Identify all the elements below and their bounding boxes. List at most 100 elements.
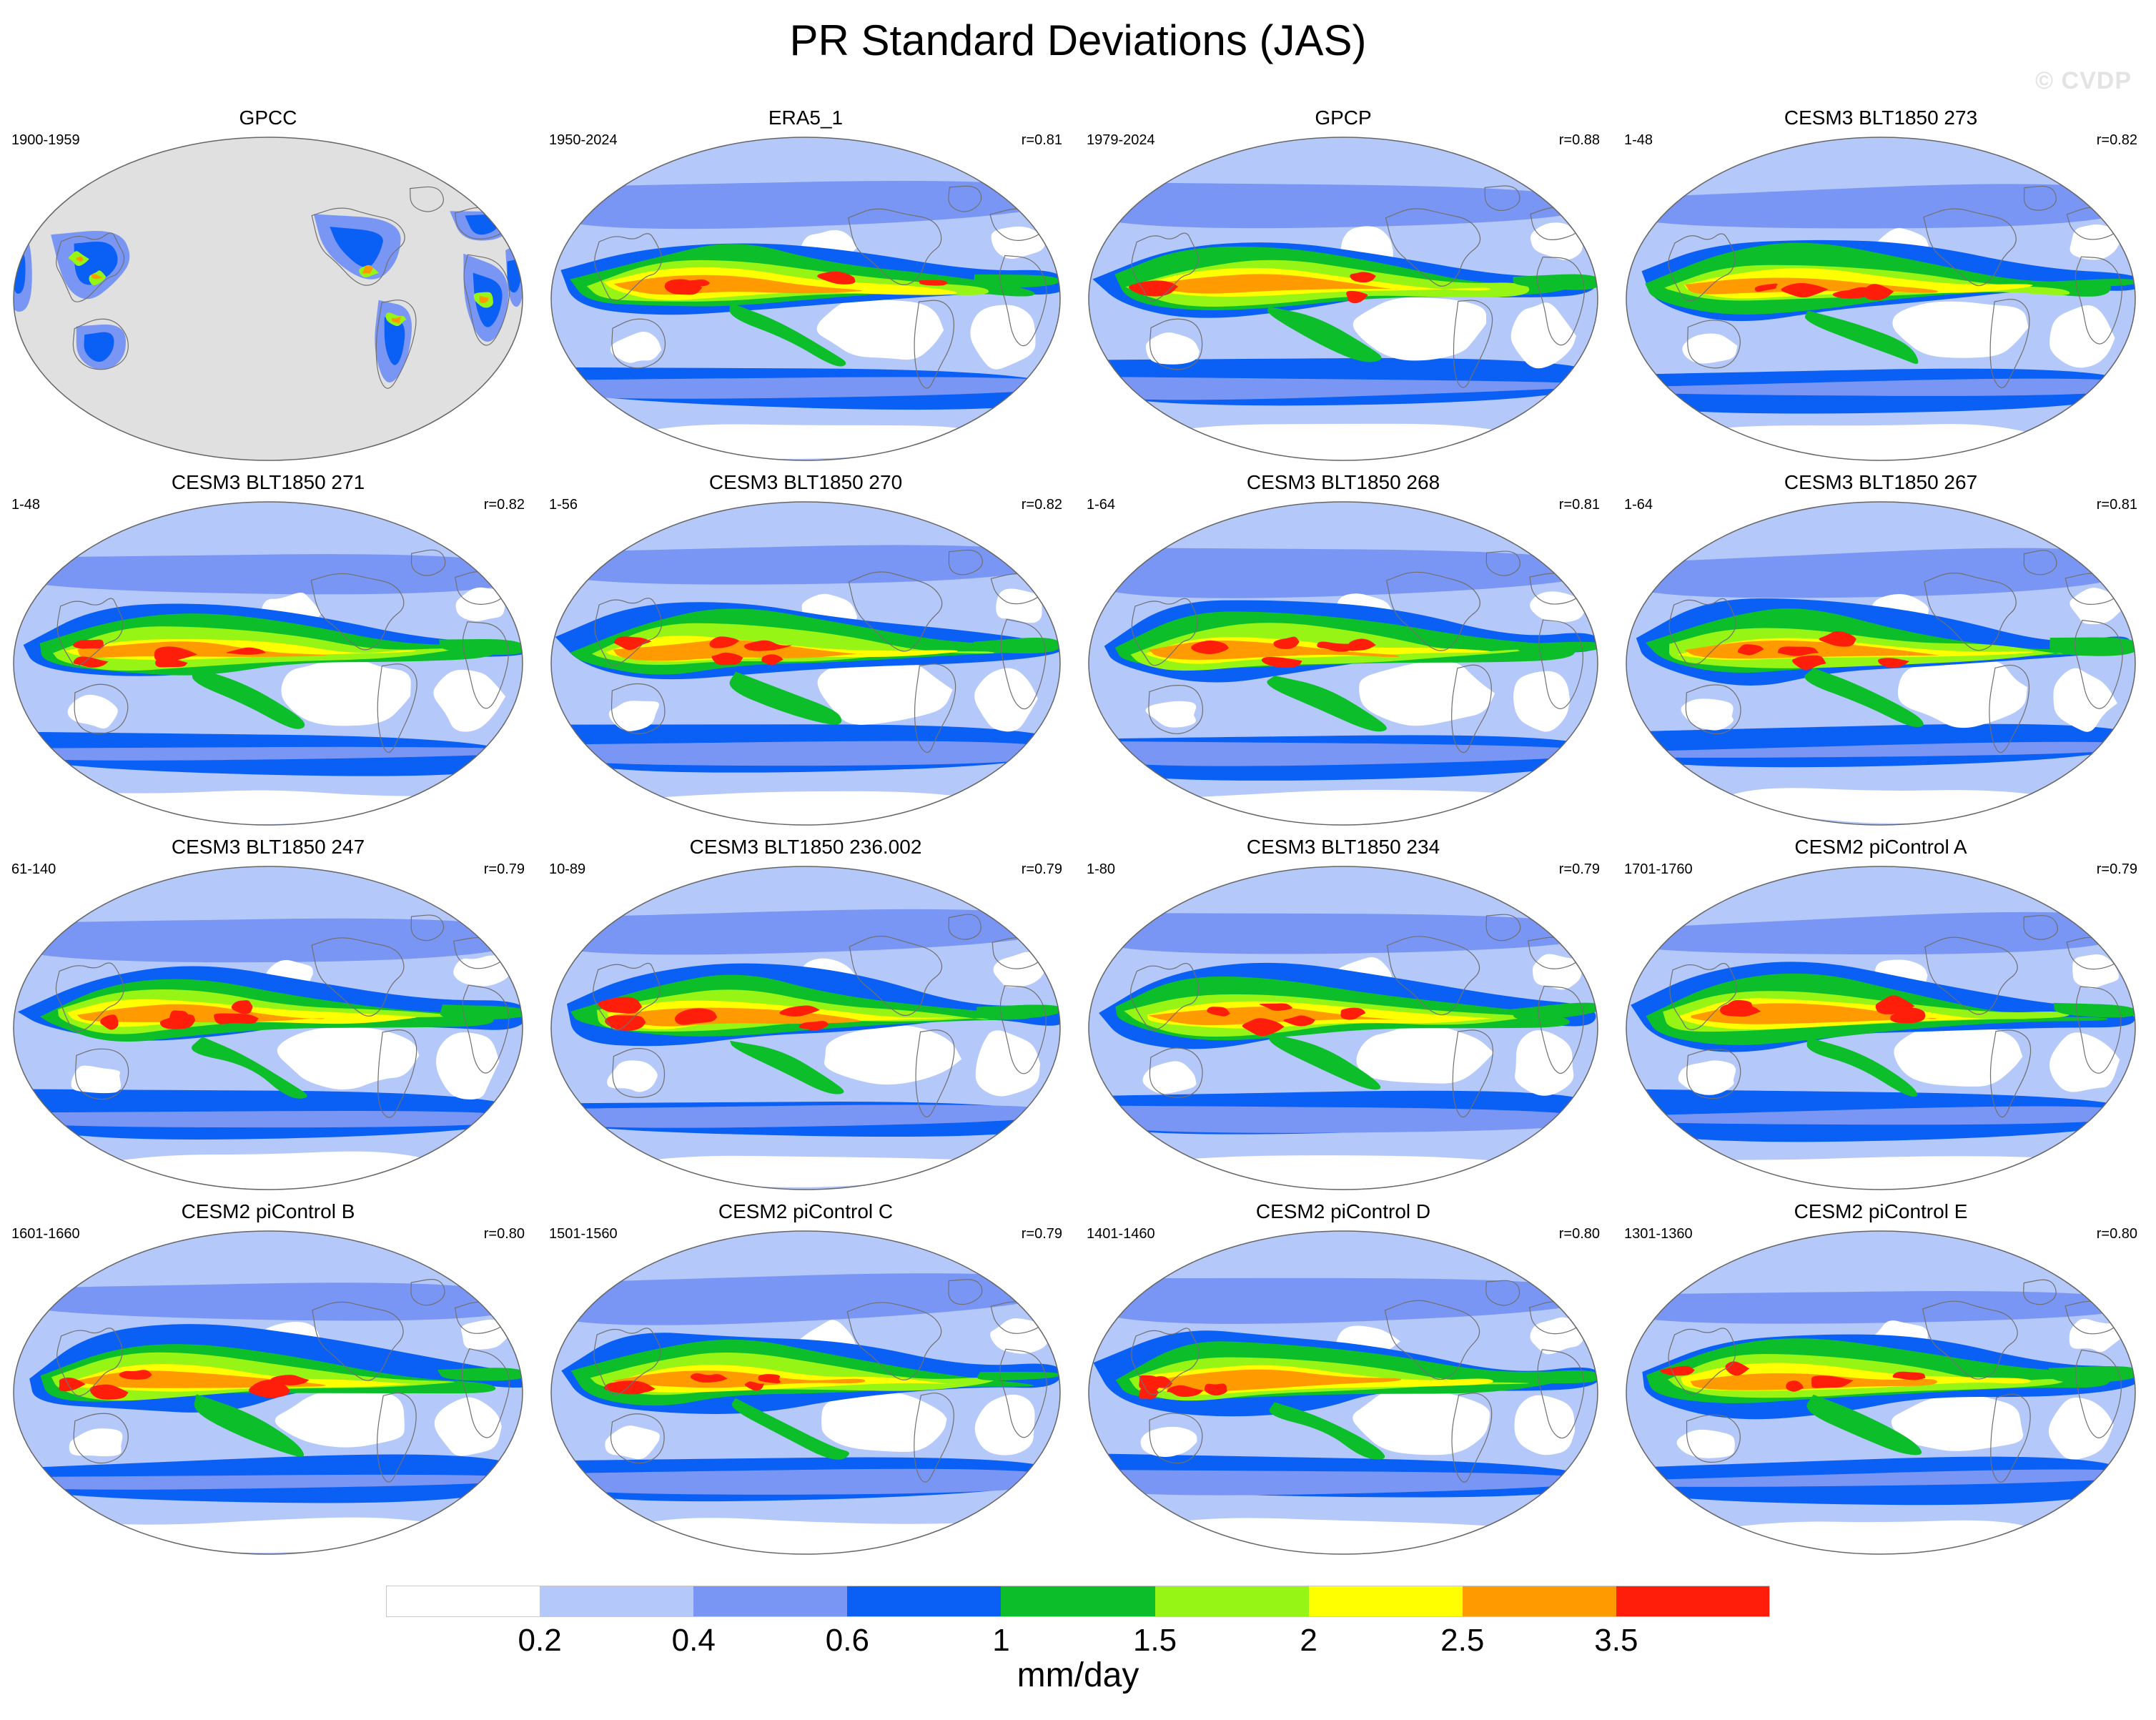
- coastline: [2023, 185, 2057, 211]
- dry-zone-australia: [71, 1065, 122, 1094]
- coastline: [410, 1279, 445, 1306]
- max-variance-hotspot: [919, 280, 948, 286]
- precip-hotspot-core: [391, 317, 401, 325]
- panel-years: 1-64: [1624, 497, 1653, 513]
- panel-title: CESM3 BLT1850 268: [1246, 471, 1440, 493]
- coastline: [410, 549, 446, 576]
- coastline: [611, 318, 666, 369]
- dry-zone-australia: [610, 331, 662, 363]
- map-panel: CESM3 BLT1850 271 1-48 r=0.82: [0, 470, 536, 835]
- dry-zone-se-pacific: [277, 1027, 420, 1090]
- max-variance-hotspot: [154, 646, 198, 662]
- coastline: [848, 208, 942, 285]
- coastline: [1000, 618, 1047, 710]
- dry-zone-australia: [1142, 1061, 1197, 1094]
- coastline: [948, 185, 982, 212]
- max-variance-hotspot: [1261, 656, 1302, 668]
- coastline: [1485, 1280, 1520, 1306]
- panel-pattern-correlation: r=0.79: [1021, 861, 1062, 877]
- panel-years: 10-89: [549, 861, 586, 877]
- colorbar-swatch: [1154, 1586, 1309, 1617]
- dry-zone-australia: [67, 694, 118, 729]
- coastline: [948, 549, 984, 575]
- coastline: [74, 683, 129, 734]
- spcz-band: [1267, 676, 1387, 732]
- max-variance-hotspot: [1346, 290, 1368, 304]
- max-variance-hotspot: [1737, 644, 1764, 656]
- map-panel: CESM2 piControl B 1601-1660 r=0.80: [0, 1200, 536, 1564]
- polar-dry-zone: [1688, 788, 2106, 824]
- coastline: [1453, 300, 1493, 388]
- coastline: [849, 935, 943, 1017]
- coastline: [410, 914, 445, 941]
- map-svg: [13, 501, 523, 826]
- map-svg: [1088, 501, 1598, 826]
- coastline: [1537, 1349, 1585, 1439]
- map-area: [1086, 1228, 1601, 1557]
- panel-title: CESM2 piControl A: [1794, 836, 1967, 858]
- max-variance-hotspot: [119, 1370, 152, 1380]
- atlantic-itcz: [2049, 637, 2135, 656]
- map-border: [1626, 866, 2136, 1190]
- coastline: [56, 598, 124, 667]
- dry-zone-se-pacific: [1356, 1022, 1494, 1084]
- map-border: [1626, 137, 2136, 461]
- spcz-band: [192, 1037, 307, 1099]
- max-variance-hotspot: [214, 1013, 259, 1024]
- colorbar-tick-label: 2.5: [1440, 1623, 1485, 1658]
- map-area: [1623, 499, 2138, 828]
- panel-years: 1601-1660: [11, 1226, 80, 1242]
- sh-storm-track-inner: [551, 741, 1060, 766]
- polar-dry-zone: [1124, 1155, 1563, 1190]
- dry-zone-south-atlantic: [434, 1397, 502, 1456]
- coastline: [1385, 208, 1481, 287]
- max-variance-hotspot: [1777, 646, 1819, 656]
- dry-zone-south-atlantic: [974, 1394, 1035, 1455]
- dry-zone-se-pacific: [816, 298, 944, 360]
- map-panel: CESM2 piControl D 1401-1460 r=0.80: [1075, 1200, 1611, 1564]
- max-variance-hotspot: [1259, 1003, 1293, 1011]
- map-border: [13, 137, 523, 461]
- max-variance-hotspot: [1863, 284, 1894, 300]
- map-area: [11, 499, 525, 828]
- coastline: [1923, 208, 2017, 287]
- map-svg: [13, 137, 523, 461]
- panel-pattern-correlation: r=0.81: [1558, 497, 1600, 513]
- max-variance-hotspot: [1273, 636, 1300, 649]
- map-area: [11, 864, 525, 1192]
- coastline: [1668, 1328, 1736, 1395]
- panel-pattern-correlation: r=0.79: [483, 861, 525, 877]
- coastline: [1668, 598, 1736, 666]
- colorbar-tick-label: 2: [1300, 1623, 1317, 1658]
- figure-title: PR Standard Deviations (JAS): [789, 16, 1367, 64]
- map-area: [548, 1228, 1063, 1557]
- max-variance-hotspot: [1167, 1385, 1204, 1398]
- map-border: [13, 501, 523, 826]
- map-panel: GPCC 1900-1959: [0, 106, 536, 470]
- coastline: [2075, 256, 2122, 345]
- coastline: [1990, 1393, 2031, 1483]
- dry-zone-se-pacific: [275, 1387, 405, 1448]
- max-variance-hotspot: [1819, 631, 1856, 647]
- max-variance-hotspot: [817, 271, 856, 285]
- max-variance-hotspot: [1660, 1365, 1695, 1376]
- dry-zone-south-atlantic: [1513, 671, 1571, 732]
- dry-zone-south-atlantic: [1510, 302, 1576, 369]
- sh-storm-track-inner: [1626, 1469, 2135, 1487]
- itcz-max: [77, 641, 327, 658]
- coastline: [1924, 936, 2018, 1015]
- panel-years: 1-48: [1624, 132, 1653, 148]
- panel-years: 1900-1959: [11, 132, 80, 148]
- coastline: [1149, 1047, 1203, 1098]
- coastline: [846, 1302, 942, 1380]
- max-variance-hotspot: [1725, 999, 1752, 1014]
- panel-title: CESM2 piControl B: [181, 1200, 355, 1222]
- max-variance-hotspot: [1792, 655, 1826, 670]
- coastline: [1386, 936, 1480, 1016]
- dry-zone-australia: [605, 1425, 660, 1460]
- coastline: [2075, 1349, 2122, 1439]
- dry-zone-se-pacific: [1359, 661, 1495, 726]
- coastline: [1384, 1300, 1480, 1380]
- map-border: [1088, 866, 1598, 1190]
- dry-zone-sahara: [453, 955, 510, 987]
